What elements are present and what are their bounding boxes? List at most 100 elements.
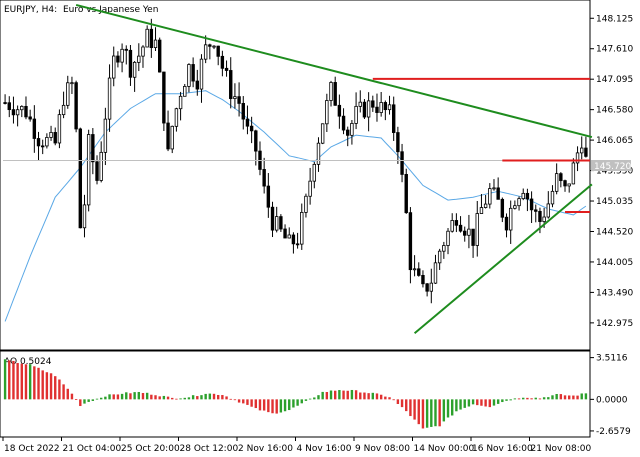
candle [333, 76, 337, 106]
price-tick-label: 147.095 [596, 75, 633, 85]
ao-bar [496, 399, 500, 404]
candle [362, 99, 367, 120]
time-axis[interactable]: 18 Oct 2022 21 Oct 04:00 25 Oct 20:00 28 Oc… [2, 437, 591, 454]
ao-bar [20, 363, 24, 400]
ao-bar [8, 360, 11, 400]
candle-body [454, 220, 459, 226]
ao-bar [154, 395, 157, 400]
price-tick-label: 145.550 [596, 167, 633, 177]
candle [454, 213, 459, 233]
ao-bar [371, 392, 375, 400]
ao-bar [555, 393, 558, 400]
ao-bar [120, 393, 124, 400]
candle [488, 183, 492, 209]
ao-bar [308, 398, 312, 400]
drawing-objects[interactable] [3, 3, 593, 334]
candle [103, 107, 108, 166]
candle [191, 57, 195, 88]
candle [203, 35, 208, 64]
candle-body [153, 39, 158, 48]
candle [337, 94, 342, 129]
ao-bar [116, 394, 120, 400]
candle-body [429, 282, 434, 292]
time-tick-label: 9 Nov 08:00 [355, 444, 410, 454]
ao-bar [58, 379, 61, 400]
candle [49, 125, 53, 141]
time-tick-label: 2 Nov 16:00 [238, 444, 293, 454]
ao-bar [384, 396, 387, 400]
candle-body [396, 132, 400, 153]
candle-body [32, 118, 37, 139]
ao-bar [438, 399, 441, 427]
ao-bar [91, 399, 95, 401]
candle-body [116, 55, 120, 63]
candle-body [300, 211, 304, 245]
candle [107, 64, 112, 132]
candle [358, 90, 362, 113]
candle-body [11, 109, 16, 116]
candle-body [529, 198, 534, 211]
ao-bar [367, 393, 370, 400]
candle-body [233, 96, 237, 99]
ao-indicator-label: AO 0.5024 [4, 357, 52, 367]
candle-body [149, 28, 154, 48]
candle [32, 105, 37, 153]
candle [400, 143, 404, 183]
ao-bar [229, 398, 232, 400]
ao-bar [304, 399, 308, 401]
candle [500, 197, 505, 223]
candle [112, 46, 116, 87]
candle-body [49, 132, 53, 138]
candle [86, 129, 91, 212]
candle [554, 163, 559, 195]
candle-body [78, 128, 83, 229]
candle-body [471, 228, 475, 246]
candle-body [120, 48, 124, 63]
candle [170, 125, 174, 154]
ao-bar [141, 392, 145, 400]
ao-bar [534, 397, 537, 400]
candle [304, 193, 308, 218]
candle-body [521, 192, 525, 200]
ao-bar [196, 396, 199, 400]
ao-bar [542, 397, 546, 400]
ao-bar [175, 398, 178, 400]
ao-panel-frame[interactable] [0, 350, 591, 438]
candle-body [408, 212, 413, 271]
ao-bar [66, 388, 69, 400]
candle-body [538, 210, 542, 222]
ao-bar [321, 391, 324, 400]
ao-bar [338, 390, 341, 400]
candle-body [554, 173, 559, 192]
ao-bar [567, 395, 571, 400]
candle [233, 83, 237, 109]
candle-body [128, 49, 133, 78]
ao-tick-label: 0.0000 [596, 395, 628, 405]
candle-body [270, 206, 275, 231]
price-axis[interactable]: 148.125 147.610 147.095 146.580 146.065 145.5… [590, 14, 633, 329]
price-tick-label: 144.005 [596, 258, 633, 268]
candle [82, 194, 87, 238]
ao-bar [559, 394, 563, 400]
candle [216, 45, 220, 66]
candle [287, 227, 291, 239]
candle [479, 194, 484, 214]
candle [61, 91, 66, 119]
ao-bar [325, 391, 329, 400]
candle-body [421, 275, 425, 285]
ao-bar [476, 399, 479, 406]
ao-bar [12, 360, 15, 400]
ao-bar [49, 373, 53, 400]
candle [513, 200, 517, 210]
candle [517, 196, 521, 211]
candle [308, 167, 312, 205]
candle [187, 63, 191, 93]
ao-bar [350, 389, 354, 400]
candle [584, 136, 588, 158]
candle [559, 172, 563, 188]
candle [40, 139, 45, 155]
candle-body [325, 100, 329, 125]
candle-body [36, 138, 41, 147]
ao-bar [354, 390, 358, 400]
